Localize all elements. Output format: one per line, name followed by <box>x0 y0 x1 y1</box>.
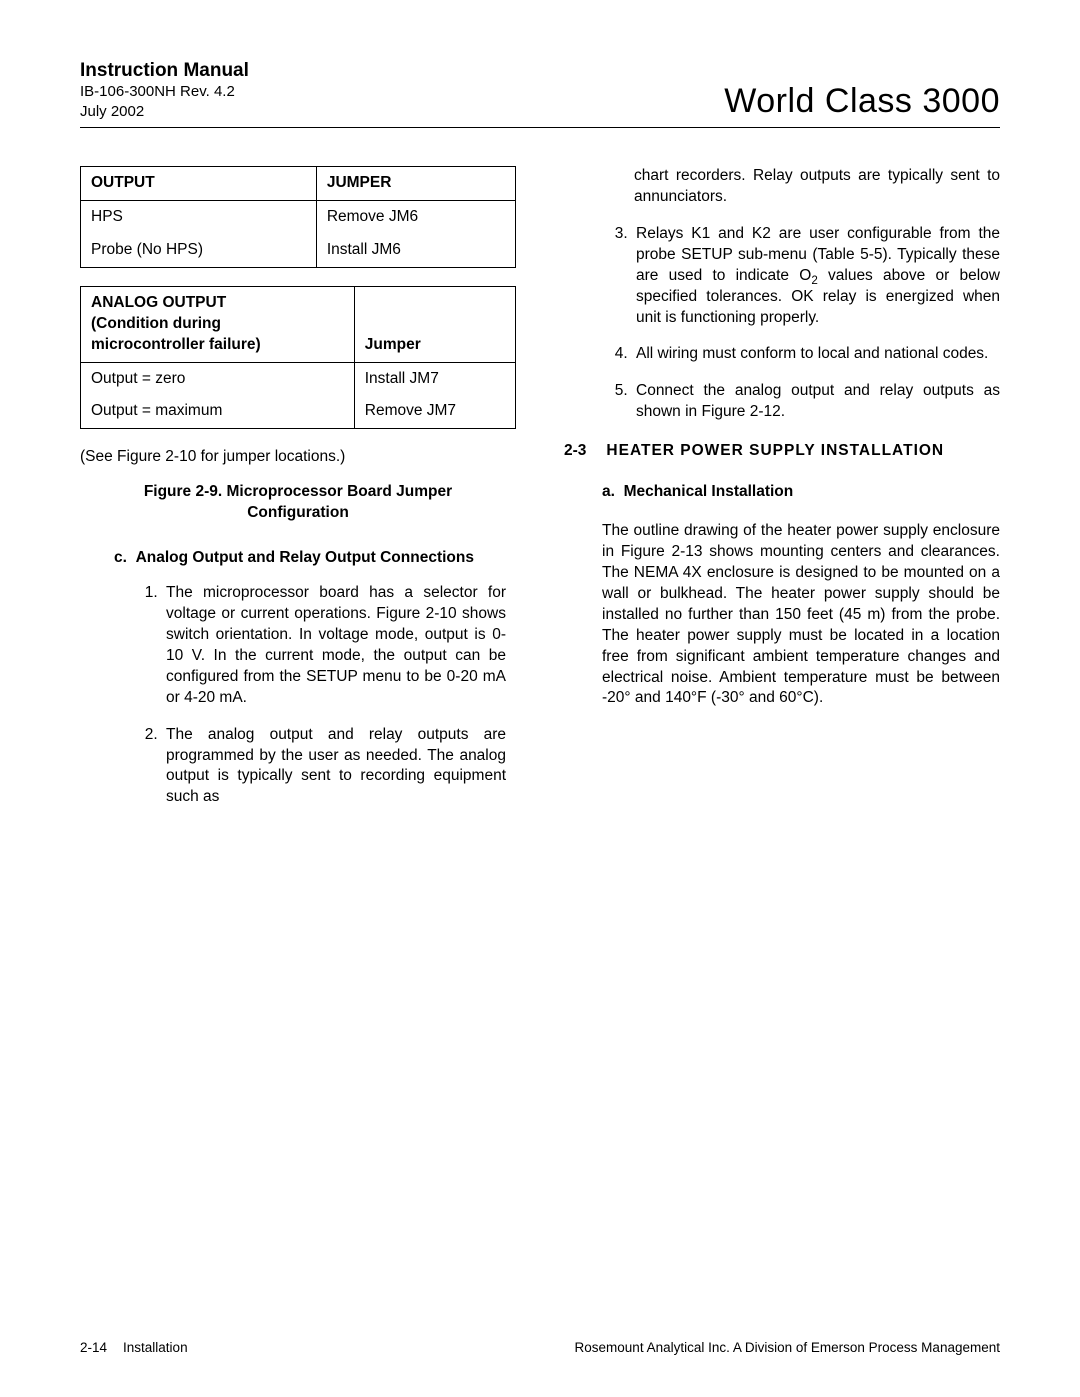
mechanical-installation-paragraph: The outline drawing of the heater power … <box>602 521 1000 709</box>
list-item: Relays K1 and K2 are user configurable f… <box>632 224 1000 329</box>
table2-header-analog: ANALOG OUTPUT(Condition duringmicrocontr… <box>81 286 355 362</box>
table2-cell: Install JM7 <box>354 362 515 395</box>
left-numbered-list: The microprocessor board has a selector … <box>138 583 516 808</box>
table2-cell: Remove JM7 <box>354 395 515 428</box>
table1-cell: HPS <box>81 200 317 233</box>
section-title: HEATER POWER SUPPLY INSTALLATION <box>606 441 944 462</box>
page-header: Instruction Manual IB-106-300NH Rev. 4.2… <box>80 60 1000 128</box>
footer-section: Installation <box>123 1340 188 1355</box>
product-name: World Class 3000 <box>724 82 1000 121</box>
continuation-paragraph: chart recorders. Relay outputs are typic… <box>564 166 1000 208</box>
page-footer: 2-14 Installation Rosemount Analytical I… <box>80 1340 1000 1355</box>
body-columns: OUTPUT JUMPER HPS Remove JM6 Probe (No H… <box>80 166 1000 824</box>
list-item: All wiring must conform to local and nat… <box>632 344 1000 365</box>
list-item: Connect the analog output and relay outp… <box>632 381 1000 423</box>
figure-reference: (See Figure 2-10 for jumper locations.) <box>80 447 516 468</box>
table1-cell: Remove JM6 <box>316 200 515 233</box>
sub-a-label: a. <box>602 483 615 500</box>
right-column: chart recorders. Relay outputs are typic… <box>564 166 1000 824</box>
table2-cell: Output = maximum <box>81 395 355 428</box>
page: Instruction Manual IB-106-300NH Rev. 4.2… <box>0 0 1080 1397</box>
table-row: Probe (No HPS) Install JM6 <box>81 234 516 267</box>
page-number: 2-14 <box>80 1340 107 1355</box>
list-item: The analog output and relay outputs are … <box>162 725 506 809</box>
table-row: Output = zero Install JM7 <box>81 362 516 395</box>
doc-date: July 2002 <box>80 102 249 122</box>
doc-id: IB-106-300NH Rev. 4.2 <box>80 82 249 102</box>
subsection-a-heading: a. Mechanical Installation <box>602 482 1000 503</box>
section-2-3-heading: 2-3 HEATER POWER SUPPLY INSTALLATION <box>564 441 1000 462</box>
sub-a-title: Mechanical Installation <box>624 483 794 500</box>
manual-title: Instruction Manual <box>80 60 249 82</box>
right-numbered-list: Relays K1 and K2 are user configurable f… <box>608 224 1000 423</box>
table1-cell: Probe (No HPS) <box>81 234 317 267</box>
table1-header-output: OUTPUT <box>81 167 317 201</box>
table2-header-jumper: Jumper <box>354 286 515 362</box>
table-row: HPS Remove JM6 <box>81 200 516 233</box>
sub-c-title: Analog Output and Relay Output Connectio… <box>136 549 474 566</box>
subsection-c-heading: c. Analog Output and Relay Output Connec… <box>114 548 516 569</box>
list-item: The microprocessor board has a selector … <box>162 583 506 709</box>
header-left: Instruction Manual IB-106-300NH Rev. 4.2… <box>80 60 249 121</box>
footer-company: Rosemount Analytical Inc. A Division of … <box>575 1340 1000 1355</box>
section-number: 2-3 <box>564 441 586 462</box>
left-column: OUTPUT JUMPER HPS Remove JM6 Probe (No H… <box>80 166 516 824</box>
analog-output-table: ANALOG OUTPUT(Condition duringmicrocontr… <box>80 286 516 430</box>
table-row: Output = maximum Remove JM7 <box>81 395 516 428</box>
footer-left: 2-14 Installation <box>80 1340 188 1355</box>
sub-c-label: c. <box>114 549 127 566</box>
output-jumper-table: OUTPUT JUMPER HPS Remove JM6 Probe (No H… <box>80 166 516 268</box>
figure-caption: Figure 2-9. Microprocessor Board Jumper … <box>120 482 476 524</box>
table2-cell: Output = zero <box>81 362 355 395</box>
table1-header-jumper: JUMPER <box>316 167 515 201</box>
table1-cell: Install JM6 <box>316 234 515 267</box>
